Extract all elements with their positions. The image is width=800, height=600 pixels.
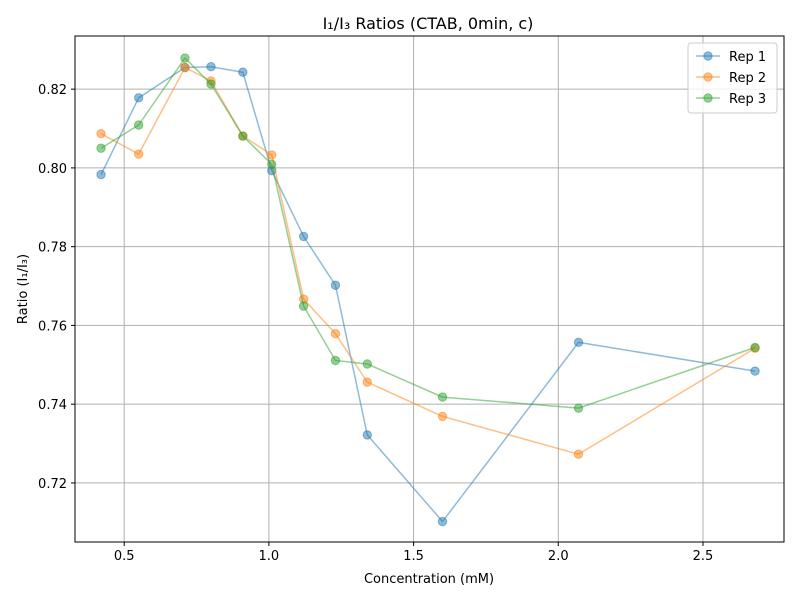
data-point: [96, 143, 106, 153]
x-tick-label: 1.5: [403, 549, 424, 564]
x-tick-label: 2.0: [548, 549, 569, 564]
x-tick-label: 1.0: [259, 549, 280, 564]
series-1: [96, 62, 760, 527]
data-point: [96, 128, 106, 139]
series-line: [100, 56, 756, 409]
data-point: [238, 131, 248, 141]
legend-label: Rep 3: [729, 92, 766, 107]
data-point: [330, 328, 341, 339]
data-point: [133, 93, 144, 103]
legend-swatch-marker: [703, 93, 713, 103]
data-point: [437, 516, 448, 527]
data-point: [180, 53, 190, 63]
data-point: [362, 430, 372, 440]
y-tick-label: 0.82: [38, 83, 67, 98]
chart-title: I₁/I₃ Ratios (CTAB, 0min, c): [323, 14, 534, 33]
data-point: [133, 120, 144, 130]
data-point: [573, 337, 584, 348]
y-tick-label: 0.80: [38, 162, 67, 177]
data-point: [330, 280, 341, 290]
y-axis-label: Ratio (I₁/I₃): [16, 254, 31, 324]
x-tick-label: 0.5: [114, 549, 135, 564]
series-3: [96, 53, 760, 413]
legend-label: Rep 1: [729, 50, 766, 65]
y-tick-label: 0.74: [38, 398, 67, 413]
legend-item: Rep 3: [696, 92, 766, 107]
y-tick-label: 0.76: [38, 319, 67, 334]
data-point: [133, 149, 144, 159]
data-point: [573, 449, 584, 459]
y-tick-label: 0.72: [38, 477, 67, 492]
data-point: [206, 79, 216, 89]
data-point: [750, 342, 760, 353]
data-point: [180, 62, 190, 73]
series-2: [96, 62, 760, 459]
data-point: [362, 377, 372, 387]
legend-label: Rep 2: [729, 71, 766, 86]
data-point: [298, 301, 309, 311]
series-layer: [96, 53, 760, 527]
data-point: [573, 403, 584, 413]
series-line: [100, 65, 756, 523]
grid: [75, 36, 784, 542]
data-point: [330, 355, 341, 366]
y-tick-label: 0.78: [38, 241, 67, 256]
data-point: [437, 411, 448, 422]
series-line: [100, 66, 756, 455]
data-point: [238, 67, 248, 77]
data-point: [437, 392, 448, 402]
legend-swatch-marker: [703, 72, 713, 82]
data-point: [362, 359, 372, 369]
plot-frame: [74, 35, 785, 543]
legend: Rep 1 Rep 2 Rep 3: [687, 42, 778, 114]
data-point: [206, 62, 216, 72]
data-point: [267, 159, 277, 170]
ticks: 0.5 1.0 1.5 2.0 2.5 0.72 0.74 0.76 0.78 0.80 0.82: [38, 83, 713, 564]
legend-item: Rep 2: [696, 71, 766, 86]
x-tick-label: 2.5: [693, 549, 714, 564]
x-axis-label: Concentration (mM): [364, 572, 494, 587]
data-point: [298, 231, 309, 242]
data-point: [96, 169, 106, 180]
data-point: [750, 366, 760, 376]
legend-swatch-marker: [703, 51, 713, 61]
legend-item: Rep 1: [696, 50, 766, 65]
data-point: [267, 150, 277, 160]
